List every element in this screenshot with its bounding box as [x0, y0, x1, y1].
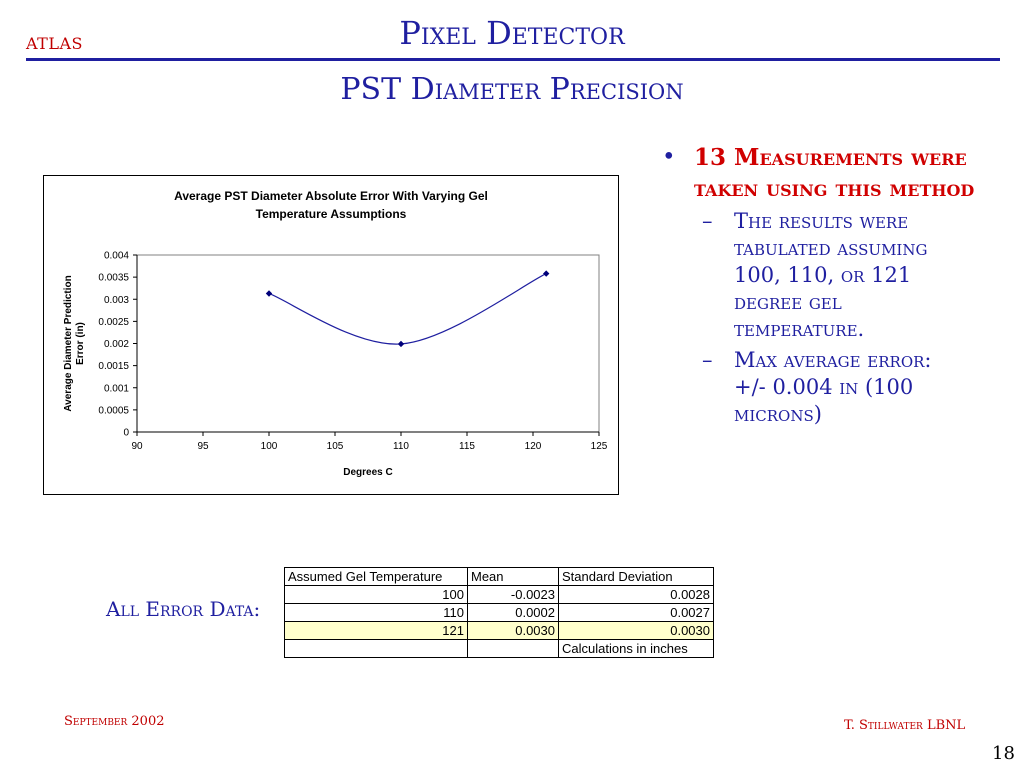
table-row-highlighted: 121 0.0030 0.0030 — [284, 621, 714, 640]
bullet-sub-1: – The results were tabulated assuming 10… — [702, 208, 1002, 343]
slide-subtitle: PST Diameter Precision — [340, 72, 684, 107]
y-tick-label: 0.0005 — [98, 405, 129, 416]
x-tick-label: 110 — [393, 441, 409, 452]
slide-title: Pixel Detector — [399, 14, 625, 52]
table-cell-empty — [284, 639, 468, 658]
y-axis-label-line: Error (in) — [75, 322, 86, 365]
header-cell: Standard Deviation — [558, 567, 714, 586]
table-cell: 0.0030 — [467, 621, 559, 640]
bullet-sub-2-text: Max average error: +/- 0.004 in (100 mic… — [734, 348, 932, 426]
table-cell: 0.0002 — [467, 603, 559, 622]
table-cell: 0.0028 — [558, 585, 714, 604]
series-line — [268, 273, 547, 345]
y-axis-label: Average Diameter PredictionError (in) — [63, 275, 86, 411]
data-point — [265, 290, 273, 297]
table-note: Calculations in inches — [558, 639, 714, 658]
header-cell: Mean — [467, 567, 559, 586]
table-row: 100 -0.0023 0.0028 — [284, 585, 714, 604]
y-tick-label: 0.002 — [104, 339, 129, 350]
y-axis-label-line: Average Diameter Prediction — [63, 275, 74, 411]
x-tick-label: 90 — [131, 441, 143, 452]
error-data-table: Assumed Gel Temperature Mean Standard De… — [284, 567, 714, 658]
data-point — [543, 270, 550, 277]
error-data-label: All Error Data: — [106, 597, 261, 621]
table-row: 110 0.0002 0.0027 — [284, 603, 714, 622]
y-tick-label: 0.0035 — [98, 273, 129, 284]
page-number: 18 — [992, 743, 1015, 764]
y-tick-label: 0.0015 — [98, 361, 129, 372]
table-cell: 0.0027 — [558, 603, 714, 622]
x-tick-label: 100 — [261, 441, 278, 452]
y-tick-label: 0.004 — [104, 251, 129, 262]
bullet-dot-icon: • — [662, 144, 676, 170]
table-cell: 121 — [284, 621, 468, 640]
x-tick-label: 115 — [459, 441, 475, 452]
header-cell: Assumed Gel Temperature — [284, 567, 468, 586]
y-tick-label: 0 — [123, 428, 129, 439]
x-tick-label: 105 — [327, 441, 344, 452]
bullet-main: • 13 Measurements were taken using this … — [662, 142, 1002, 204]
x-tick-label: 125 — [591, 441, 608, 452]
bullet-dash-icon: – — [702, 348, 713, 372]
bullet-list: • 13 Measurements were taken using this … — [662, 142, 1002, 428]
bullet-sub-1-text: The results were tabulated assuming 100,… — [734, 209, 928, 341]
bullet-dash-icon: – — [702, 209, 713, 233]
y-tick-label: 0.003 — [104, 295, 129, 306]
y-tick-label: 0.0025 — [98, 317, 129, 328]
x-tick-label: 95 — [197, 441, 209, 452]
table-cell-empty — [467, 639, 559, 658]
bullet-main-text: 13 Measurements were taken using this me… — [694, 144, 975, 202]
table-cell: 110 — [284, 603, 468, 622]
table-cell: 100 — [284, 585, 468, 604]
title-rule — [26, 58, 1000, 61]
table-cell: 0.0030 — [558, 621, 714, 640]
chart-frame: Average PST Diameter Absolute Error With… — [43, 175, 619, 495]
table-cell: -0.0023 — [467, 585, 559, 604]
chart-title: Temperature Assumptions — [256, 207, 407, 221]
line-chart: Average PST Diameter Absolute Error With… — [63, 189, 608, 478]
plot-area — [136, 254, 600, 433]
footer-author: T. Stillwater LBNL — [844, 718, 966, 733]
data-point — [397, 340, 405, 348]
y-tick-label: 0.001 — [104, 383, 129, 394]
atlas-logo-text: ATLAS — [26, 34, 83, 53]
x-axis-label: Degrees C — [343, 467, 392, 478]
bullet-sub-2: – Max average error: +/- 0.004 in (100 m… — [702, 347, 1002, 428]
x-tick-label: 120 — [525, 441, 542, 452]
chart-title: Average PST Diameter Absolute Error With… — [174, 189, 488, 203]
table-header-row: Assumed Gel Temperature Mean Standard De… — [284, 567, 714, 586]
footer-date: September 2002 — [64, 714, 165, 729]
table-note-row: Calculations in inches — [284, 639, 714, 658]
